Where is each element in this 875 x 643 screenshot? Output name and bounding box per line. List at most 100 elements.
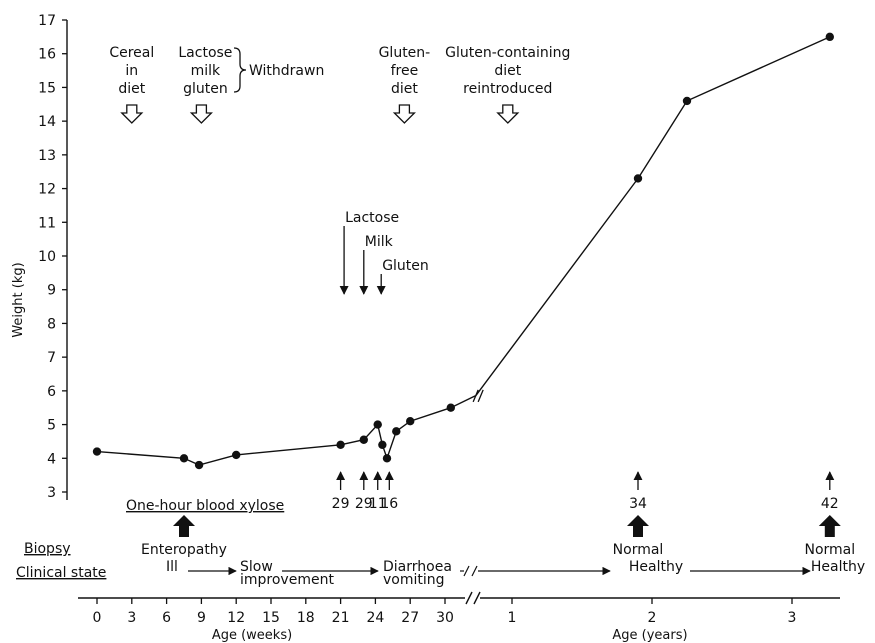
xylose-value: 34 [629, 496, 647, 512]
y-tick-label: 5 [47, 418, 56, 434]
x-tick-label: 1 [508, 610, 517, 626]
clinical-state: improvement [240, 572, 334, 588]
biopsy-annotations: Enteropathy Normal Normal [141, 515, 855, 558]
x-axis-break-icon [465, 591, 481, 605]
y-tick-label: 12 [38, 182, 56, 198]
x-tick-label: 9 [197, 610, 206, 626]
top-annotation-text: diet [494, 63, 521, 79]
clinical-state: Ill [166, 559, 178, 575]
x-tick-label: 27 [401, 610, 419, 626]
x-tick-label: 2 [648, 610, 657, 626]
x-tick-label: 6 [162, 610, 171, 626]
clinical-state: Slow [240, 559, 273, 575]
y-tick-label: 9 [47, 283, 56, 299]
x-axis: 0 3 6 9 12 15 18 21 24 27 30 1 2 3 Age (weeks) Age (y… [78, 591, 840, 643]
x-axis-label-years: Age (years) [612, 628, 687, 643]
challenge-label: Lactose [345, 210, 399, 226]
biopsy-result: Normal [804, 542, 855, 558]
data-point [336, 440, 345, 449]
weight-series [92, 32, 834, 470]
xylose-label: One-hour blood xylose [126, 498, 284, 514]
biopsy-arrow-icon [173, 515, 195, 537]
top-annotation-text: diet [391, 81, 418, 97]
top-annotation-text: in [125, 63, 138, 79]
top-annotation-text: Lactose [178, 45, 232, 61]
x-tick-label: 3 [127, 610, 136, 626]
y-tick-label: 11 [38, 215, 56, 231]
xylose-value: 29 [355, 496, 373, 512]
data-point [194, 460, 204, 470]
x-tick-label: 3 [788, 610, 797, 626]
withdrawn-label: Withdrawn [249, 63, 324, 79]
data-point [446, 403, 455, 412]
data-point [179, 454, 189, 463]
y-tick-label: 4 [47, 451, 56, 467]
data-point [392, 427, 401, 436]
y-tick-label: 17 [38, 13, 56, 29]
y-ticks: 3 4 5 6 7 8 9 10 11 12 13 14 15 16 17 [38, 13, 67, 501]
top-annotations: Cereal in diet Lactose milk gluten Gluten-free… [109, 45, 570, 124]
x-tick-label: 30 [436, 610, 454, 626]
xylose-value: 42 [821, 496, 839, 512]
top-annotation-text: gluten [183, 81, 228, 97]
top-annotation-text: Gluten- [379, 45, 431, 61]
challenge-label: Gluten [382, 258, 429, 274]
top-annotation-text: reintroduced [463, 81, 552, 97]
x-tick-label: 18 [297, 610, 315, 626]
data-point [382, 454, 392, 463]
clinical-state: Healthy [629, 559, 683, 575]
biopsy-result: Enteropathy [141, 542, 227, 558]
y-axis-label: Weight (kg) [11, 262, 26, 337]
x-tick-label: 21 [332, 610, 350, 626]
y-tick-label: 13 [38, 148, 56, 164]
xylose-value: 16 [380, 496, 398, 512]
x-tick-label: 15 [262, 610, 280, 626]
top-annotation-text: milk [191, 63, 221, 79]
down-arrow-icon [496, 104, 520, 124]
y-tick-label: 7 [47, 350, 56, 366]
data-point [232, 450, 241, 460]
x-tick-label: 24 [366, 610, 384, 626]
clinical-state: vomiting [383, 572, 445, 588]
biopsy-label: Biopsy [24, 541, 71, 557]
y-tick-label: 16 [38, 47, 56, 63]
clinical-state-arrows [188, 565, 811, 577]
biopsy-result: Normal [613, 542, 664, 558]
data-point [406, 417, 415, 426]
y-tick-label: 3 [47, 485, 56, 501]
challenge-label: Milk [365, 234, 394, 250]
data-point [378, 440, 387, 449]
data-point [633, 174, 643, 183]
down-arrow-icon [392, 104, 416, 124]
xylose-value: 11 [369, 496, 387, 512]
top-annotation-text: Gluten-containing [445, 45, 570, 61]
data-point [682, 96, 692, 106]
y-tick-label: 14 [38, 114, 56, 130]
y-tick-label: 8 [47, 316, 56, 332]
series-line-weeks [96, 395, 476, 466]
series-break-icon [472, 389, 479, 403]
y-tick-label: 6 [47, 384, 56, 400]
challenge-annotations: Lactose Milk Gluten [339, 210, 429, 295]
data-point [92, 447, 102, 456]
biopsy-arrow-icon [627, 515, 649, 537]
series-break-icon [477, 389, 484, 403]
x-tick-label: 0 [93, 610, 102, 626]
withdrawn-brace-icon [233, 47, 247, 93]
y-tick-label: 15 [38, 80, 56, 96]
x-ticks: 0 3 6 9 12 15 18 21 24 27 30 1 2 3 [93, 598, 797, 626]
clinical-state-label: Clinical state [16, 565, 106, 581]
x-axis-label-weeks: Age (weeks) [212, 628, 292, 643]
top-annotation-text: diet [118, 81, 145, 97]
y-tick-label: 10 [38, 249, 56, 265]
y-axis: 3 4 5 6 7 8 9 10 11 12 13 14 15 16 17 Weight (kg) [11, 13, 68, 501]
down-arrow-icon [120, 104, 144, 124]
clinical-state: Healthy [811, 559, 865, 575]
clinical-break-icon [463, 565, 478, 577]
data-point [825, 32, 834, 42]
clinical-state: Diarrhoea [383, 559, 452, 575]
data-point [359, 435, 368, 444]
